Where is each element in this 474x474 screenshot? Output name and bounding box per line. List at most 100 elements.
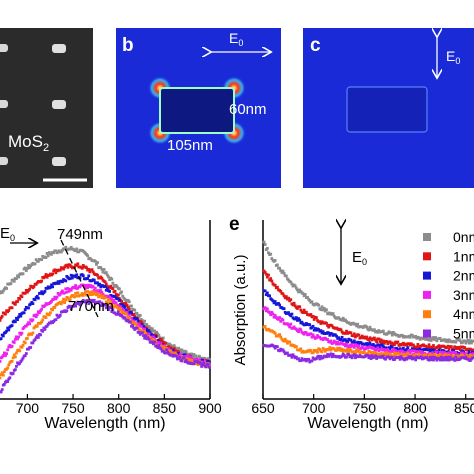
data-point bbox=[377, 329, 381, 333]
data-point bbox=[297, 330, 300, 334]
data-point bbox=[298, 305, 302, 309]
data-point bbox=[56, 280, 60, 284]
x-tick-label: 800 bbox=[403, 400, 427, 416]
nanoparticle bbox=[52, 100, 66, 109]
data-point bbox=[275, 345, 279, 349]
data-point bbox=[24, 288, 28, 292]
data-point bbox=[463, 339, 467, 343]
data-point bbox=[150, 340, 154, 344]
data-point bbox=[33, 298, 37, 302]
data-point bbox=[298, 318, 302, 322]
data-point bbox=[372, 336, 376, 340]
data-point bbox=[0, 390, 3, 394]
data-point bbox=[111, 281, 115, 285]
data-point bbox=[58, 300, 62, 304]
data-point bbox=[53, 306, 57, 309]
data-point bbox=[368, 354, 372, 358]
data-point bbox=[438, 336, 442, 340]
data-point bbox=[349, 354, 353, 358]
data-point bbox=[118, 287, 121, 291]
data-point bbox=[87, 267, 91, 271]
data-point bbox=[429, 358, 433, 362]
data-point bbox=[265, 275, 269, 279]
data-point bbox=[15, 364, 18, 368]
data-point bbox=[430, 345, 434, 349]
data-point bbox=[109, 306, 113, 310]
data-point bbox=[101, 294, 105, 298]
data-point bbox=[88, 291, 92, 294]
data-point bbox=[164, 351, 167, 355]
legend-label: 2nm bbox=[453, 268, 474, 284]
data-point bbox=[27, 263, 30, 267]
data-point bbox=[74, 284, 77, 287]
data-point bbox=[80, 292, 84, 295]
x-tick-label: 750 bbox=[61, 400, 85, 416]
data-point bbox=[335, 348, 338, 352]
data-point bbox=[68, 263, 72, 267]
data-point bbox=[113, 289, 117, 293]
x-tick-label: 700 bbox=[16, 400, 40, 416]
data-point bbox=[2, 370, 6, 374]
data-point bbox=[180, 359, 184, 363]
data-point bbox=[150, 334, 154, 337]
data-point bbox=[28, 322, 31, 326]
data-point bbox=[180, 348, 184, 352]
data-point bbox=[438, 358, 442, 362]
data-point bbox=[29, 346, 33, 349]
data-point bbox=[381, 339, 385, 343]
data-point bbox=[345, 349, 348, 353]
data-point bbox=[433, 352, 437, 356]
data-point bbox=[12, 279, 16, 283]
data-point bbox=[315, 316, 318, 320]
data-point bbox=[273, 259, 277, 262]
data-point bbox=[294, 345, 298, 348]
data-point bbox=[81, 264, 85, 267]
data-point bbox=[27, 347, 30, 351]
data-point bbox=[410, 349, 414, 353]
data-point bbox=[362, 350, 366, 354]
data-point bbox=[148, 336, 152, 340]
data-point bbox=[0, 388, 4, 392]
data-point bbox=[340, 347, 344, 351]
data-point bbox=[378, 340, 382, 344]
data-point bbox=[348, 343, 352, 347]
data-point bbox=[6, 380, 10, 383]
data-point bbox=[8, 376, 12, 380]
data-point bbox=[46, 254, 50, 258]
data-point bbox=[0, 337, 3, 341]
data-point bbox=[271, 312, 275, 316]
data-point bbox=[201, 358, 205, 362]
data-point bbox=[354, 322, 357, 326]
data-point bbox=[85, 284, 88, 287]
data-point bbox=[32, 285, 36, 288]
data-point bbox=[105, 304, 109, 308]
data-point bbox=[284, 295, 288, 298]
data-point bbox=[281, 318, 285, 322]
data-point bbox=[398, 357, 402, 361]
data-point bbox=[11, 356, 15, 360]
data-point bbox=[141, 319, 144, 323]
data-point bbox=[172, 344, 176, 348]
data-point bbox=[42, 326, 46, 330]
data-point bbox=[386, 332, 390, 335]
data-point bbox=[80, 266, 84, 270]
x-axis-label: Wavelength (nm) bbox=[307, 415, 428, 432]
data-point bbox=[277, 302, 280, 305]
data-point bbox=[414, 334, 418, 338]
data-point bbox=[107, 298, 110, 301]
peak-shift-line bbox=[60, 239, 99, 318]
data-point bbox=[28, 266, 31, 270]
data-point bbox=[50, 252, 53, 256]
data-point bbox=[352, 353, 356, 357]
data-point bbox=[39, 291, 42, 295]
data-point bbox=[31, 331, 35, 335]
data-point bbox=[12, 341, 16, 344]
data-point bbox=[436, 354, 440, 357]
data-point bbox=[265, 291, 269, 295]
data-point bbox=[111, 308, 115, 312]
data-point bbox=[352, 332, 356, 336]
data-point bbox=[278, 316, 282, 319]
data-point bbox=[0, 314, 4, 318]
data-point bbox=[345, 355, 348, 359]
data-point bbox=[115, 285, 119, 289]
